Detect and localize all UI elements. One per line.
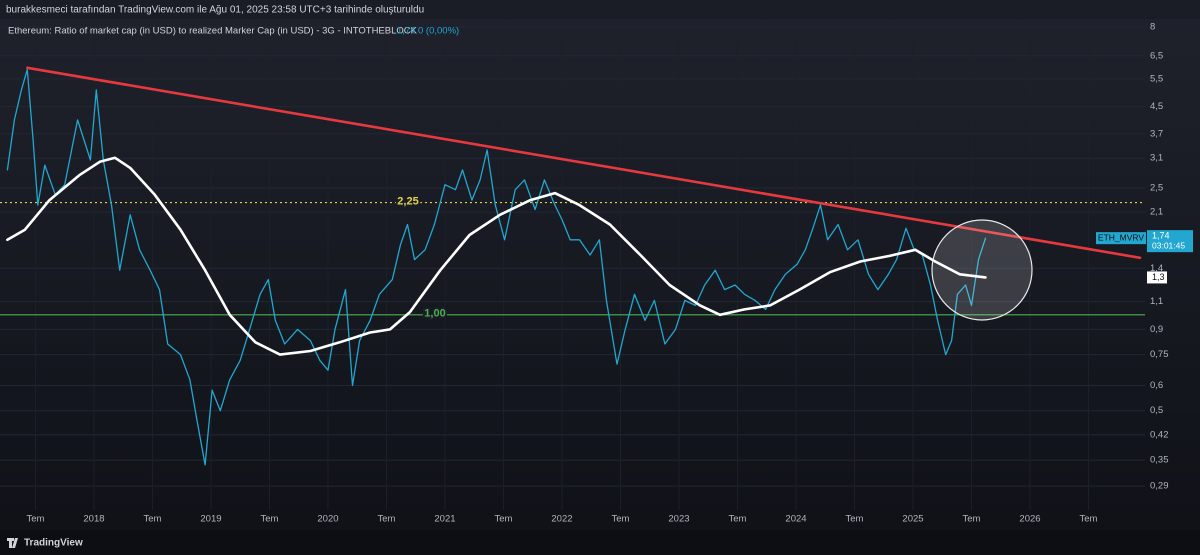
y-tick-label: 6,5 xyxy=(1150,50,1163,61)
legend-value: 1,74 xyxy=(397,26,416,37)
last-value-box xyxy=(1147,230,1193,253)
x-tick-label: 2026 xyxy=(1019,514,1040,525)
last-value-label: 1,3 xyxy=(1152,272,1165,282)
y-tick-label: 3,1 xyxy=(1150,153,1163,164)
legend-change: 0 (0,00%) xyxy=(418,26,459,37)
y-tick-label: 0,9 xyxy=(1150,324,1163,335)
x-tick-label: Tem xyxy=(1080,514,1098,525)
y-tick-label: 0,75 xyxy=(1150,349,1169,360)
y-tick-label: 0,35 xyxy=(1150,455,1169,466)
x-tick-label: 2022 xyxy=(551,514,572,525)
y-tick-label: 3,7 xyxy=(1150,128,1163,139)
x-tick-label: Tem xyxy=(846,514,864,525)
y-tick-label: 0,42 xyxy=(1150,429,1169,440)
y-tick-label: 1,1 xyxy=(1150,296,1163,307)
legend-title: Ethereum: Ratio of market cap (in USD) t… xyxy=(8,26,418,37)
last-value-label: 1,74 xyxy=(1152,231,1170,241)
footer-bar xyxy=(0,530,1200,555)
x-tick-label: 2021 xyxy=(434,514,455,525)
y-tick-label: 0,6 xyxy=(1150,380,1163,391)
x-tick-label: Tem xyxy=(611,514,629,525)
x-tick-label: Tem xyxy=(728,514,746,525)
y-tick-label: 4,5 xyxy=(1150,101,1163,112)
x-tick-label: 2018 xyxy=(83,514,104,525)
series-line xyxy=(6,68,987,466)
y-tick-label: 1,4 xyxy=(1150,263,1163,274)
series-name-label: ETH_MVRV xyxy=(1098,232,1144,242)
y-tick-label: 0,29 xyxy=(1150,481,1169,492)
series-line xyxy=(26,66,1142,260)
horizontal-line-label: 2,25 xyxy=(397,195,418,207)
y-tick-label: 2,1 xyxy=(1150,207,1163,218)
overlay: 8 6,5 5,5 4,5 3,7 3,1 2,5 2,1 1,4 1,1 0,9 0,75 0,6 0,… xyxy=(26,22,1193,525)
series-line xyxy=(6,156,987,356)
x-tick-label: Tem xyxy=(260,514,278,525)
x-tick-label: 2019 xyxy=(200,514,221,525)
x-tick-label: Tem xyxy=(963,514,981,525)
plot-area: 2,25 1,00 xyxy=(0,26,1145,510)
x-tick-label: 2024 xyxy=(785,514,806,525)
y-tick-label: 0,5 xyxy=(1150,405,1163,416)
x-tick-label: Tem xyxy=(143,514,161,525)
footer-text: TradingView xyxy=(24,538,83,549)
series-name-box xyxy=(1096,232,1146,245)
logo xyxy=(7,538,18,548)
highlight-circle xyxy=(931,219,1033,321)
horizontal-line-label: 1,00 xyxy=(424,308,445,320)
y-tick-label: 5,5 xyxy=(1150,73,1163,84)
header-bar xyxy=(0,0,1200,19)
x-tick-label: Tem xyxy=(494,514,512,525)
y-tick-label: 2,5 xyxy=(1150,183,1163,194)
x-tick-label: Tem xyxy=(377,514,395,525)
x-tick-label: 2020 xyxy=(317,514,338,525)
header-text: burakkesmeci tarafından TradingView.com … xyxy=(6,5,424,16)
y-tick-label: 8 xyxy=(1150,22,1155,33)
x-tick-label: 2025 xyxy=(902,514,923,525)
countdown-label: 03:01:45 xyxy=(1152,240,1185,250)
x-tick-label: Tem xyxy=(26,514,44,525)
x-tick-label: 2023 xyxy=(668,514,689,525)
last-value-box xyxy=(1147,271,1167,284)
